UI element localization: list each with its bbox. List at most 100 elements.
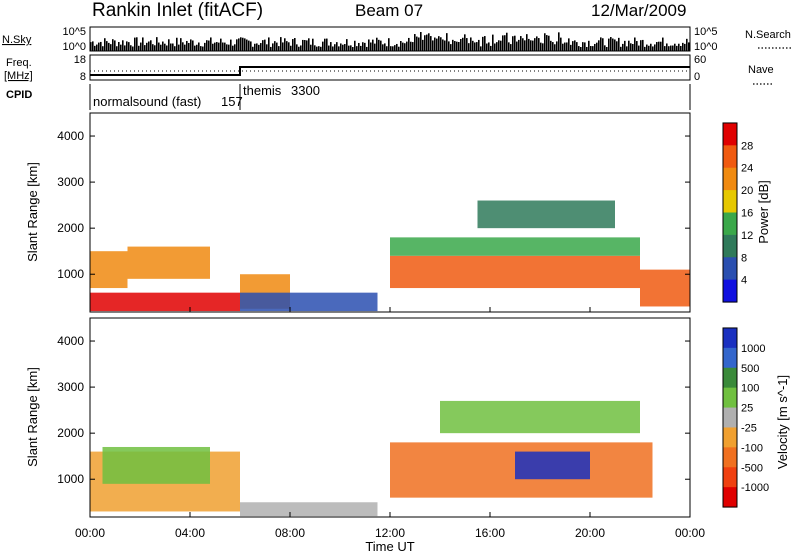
nsky-bar	[158, 42, 160, 51]
nsky-bar	[166, 45, 168, 51]
nsky-bar	[266, 44, 268, 51]
nsky-bar	[476, 42, 478, 51]
power-colorbar-tick-label: 8	[741, 252, 747, 264]
nsky-bar	[596, 42, 598, 51]
time-tick-label: 16:00	[475, 526, 505, 540]
velocity-echo-region-5	[515, 451, 590, 480]
nsky-bar	[392, 46, 394, 51]
nsky-bar	[352, 46, 354, 51]
power-echo-region-7	[390, 237, 640, 256]
nsky-bar	[606, 46, 608, 51]
nsky-bar	[368, 39, 370, 51]
freq-trace	[90, 66, 690, 76]
nsky-bar	[208, 40, 210, 51]
nsky-bar	[304, 40, 306, 51]
nsearch-label: N.Search	[745, 29, 791, 41]
nsky-bar	[260, 43, 262, 51]
nsky-bar	[238, 38, 240, 51]
nsky-bar	[162, 41, 164, 51]
nsky-bar	[630, 43, 632, 51]
nsky-bar	[512, 36, 514, 51]
nsky-bar	[454, 41, 456, 51]
nsky-bar	[256, 43, 258, 51]
nsky-bar	[288, 42, 290, 51]
nsky-bar	[386, 46, 388, 51]
power-colorbar-label: Power [dB]	[756, 180, 771, 244]
nsky-bar	[314, 45, 316, 51]
nsky-bar	[526, 34, 528, 51]
nsky-bar	[426, 34, 428, 51]
nsky-bar	[196, 44, 198, 51]
nsky-bar	[686, 38, 688, 51]
nsky-bar	[538, 38, 540, 51]
nsky-bar	[214, 42, 216, 51]
nsky-bar	[112, 39, 114, 51]
nsky-bar	[114, 40, 116, 51]
nsky-bar	[300, 45, 302, 51]
power-echo-region-3	[127, 246, 210, 279]
power-colorbar-tick-label: 20	[741, 185, 753, 197]
nsky-bar	[400, 40, 402, 51]
power-colorbar-segment	[723, 145, 737, 169]
nsky-bar	[236, 39, 238, 51]
nsky-bar	[374, 43, 376, 51]
nsky-bar	[366, 46, 368, 51]
nsky-bar	[190, 39, 192, 51]
nsky-bar	[504, 35, 506, 51]
nsky-bar	[362, 42, 364, 51]
nsky-bar	[298, 46, 300, 51]
nsky-bar	[434, 37, 436, 51]
nsky-bar	[572, 41, 574, 51]
nsky-bar	[528, 38, 530, 51]
velocity-colorbar-segment	[723, 467, 737, 488]
velocity-echo-region-3	[240, 502, 378, 517]
nsky-bar	[268, 37, 270, 51]
nsky-bar	[644, 46, 646, 51]
nsky-bar	[350, 45, 352, 51]
nsky-bar	[532, 40, 534, 51]
x-axis-label: Time UT	[365, 539, 414, 554]
nsky-bar	[618, 37, 620, 51]
power-y-tick-label: 2000	[57, 221, 84, 235]
power-axes: 1000 2000 3000 4000	[57, 129, 691, 312]
nsky-bar	[444, 40, 446, 51]
nsky-bar	[458, 42, 460, 51]
nsky-bar	[110, 44, 112, 51]
nsky-bar	[376, 37, 378, 51]
velocity-y-axis-label: Slant Range [km]	[25, 367, 40, 467]
nsky-bar	[614, 39, 616, 51]
nsky-bar	[498, 40, 500, 51]
nsky-bar	[438, 36, 440, 51]
nsky-bar	[520, 36, 522, 51]
nsky-bar	[156, 37, 158, 51]
nsearch-tick-bottom: 10^0	[694, 41, 718, 53]
velocity-y-tick-label: 1000	[57, 472, 84, 486]
nsky-bar	[680, 45, 682, 51]
velocity-echo-region-2	[102, 446, 210, 484]
nsky-bar	[656, 42, 658, 51]
nsky-bar	[394, 45, 396, 51]
nsky-bar	[482, 36, 484, 51]
power-echo-region-8	[477, 200, 615, 229]
nsky-bar	[396, 43, 398, 51]
nsky-bar	[324, 38, 326, 51]
nsky-bar	[530, 40, 532, 51]
nsky-bar	[356, 46, 358, 51]
nsky-bar	[188, 42, 190, 51]
freq-tick-bottom: 8	[80, 71, 86, 83]
nsky-bar	[688, 42, 690, 51]
time-tick-label: 08:00	[275, 526, 305, 540]
nsky-bar	[146, 42, 148, 51]
nsky-bar	[150, 40, 152, 51]
nsky-bar	[488, 42, 490, 51]
nsky-bar	[602, 38, 604, 51]
velocity-y-tick-label: 3000	[57, 380, 84, 394]
time-tick-label: 04:00	[175, 526, 205, 540]
nsky-bar	[500, 40, 502, 51]
nsky-bar	[592, 46, 594, 51]
nsky-bar	[184, 44, 186, 51]
nsky-bar	[216, 42, 218, 51]
nsky-bar	[470, 37, 472, 51]
nsky-bar	[344, 44, 346, 51]
power-echo-region-5	[240, 292, 378, 312]
